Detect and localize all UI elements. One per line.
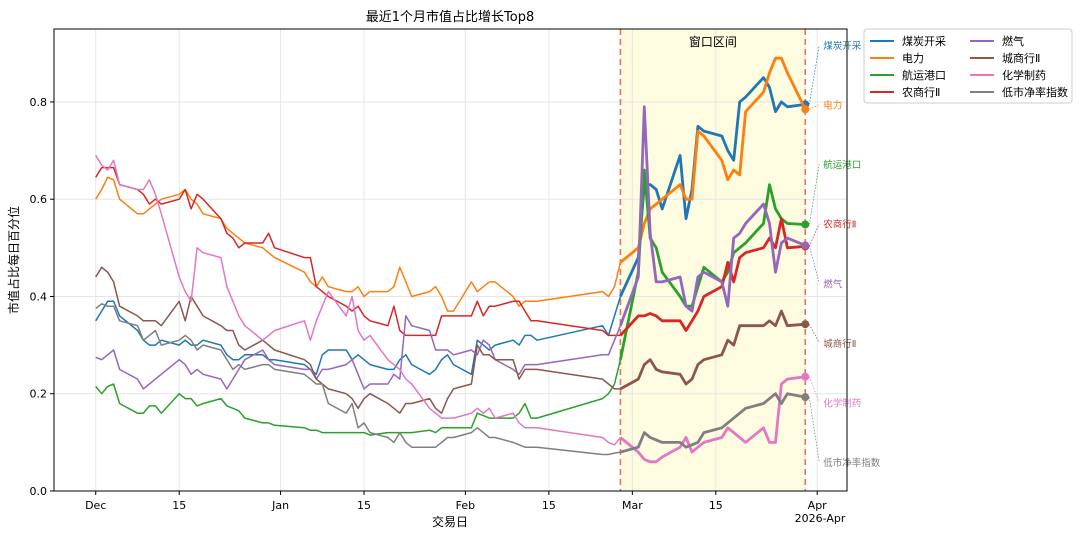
x-offset-label: 2026-Apr	[795, 512, 846, 525]
end-label-leader	[808, 397, 820, 463]
series-line-window	[619, 168, 806, 360]
series-end-marker	[801, 393, 810, 402]
series-line-window	[620, 392, 806, 454]
series-end-label: 城商行Ⅱ	[823, 338, 856, 350]
end-label-leader	[808, 245, 820, 284]
series-end-label: 航运港口	[823, 159, 861, 171]
y-tick-label: 0.0	[30, 485, 48, 498]
series-line-window	[619, 56, 807, 264]
x-tick-label: Apr	[808, 499, 828, 512]
legend-item-label: 城商行Ⅱ	[1002, 51, 1040, 65]
series-end-label: 化学制药	[823, 397, 861, 409]
series-line	[95, 296, 622, 376]
chart-title: 最近1个月市值占比增长Top8	[366, 9, 534, 25]
x-tick-label: Jan	[271, 499, 289, 512]
series-end-marker	[801, 105, 810, 114]
legend-item-label: 燃气	[1002, 34, 1024, 48]
series-end-label: 低市净率指数	[823, 457, 881, 469]
series-end-marker	[801, 241, 810, 250]
series-line	[95, 176, 622, 312]
series-line	[95, 155, 621, 446]
series-line	[95, 315, 622, 390]
series-end-marker	[801, 320, 810, 329]
end-label-leader	[808, 324, 820, 344]
series-end-label: 农商行Ⅱ	[823, 219, 856, 231]
x-axis-label: 交易日	[432, 514, 468, 529]
end-label-leader	[808, 376, 820, 403]
legend-item-label: 化学制药	[1002, 68, 1046, 82]
series-line-window	[619, 375, 806, 464]
legend-item-label: 农商行Ⅱ	[902, 85, 940, 99]
legend-item-label: 低市净率指数	[1002, 85, 1068, 99]
x-tick-label: 15	[357, 499, 371, 512]
x-tick-label: Dec	[85, 499, 106, 512]
series-end-label: 燃气	[823, 278, 843, 290]
legend-item-label: 电力	[902, 52, 924, 65]
y-tick-label: 0.6	[30, 193, 48, 206]
y-tick-label: 0.4	[30, 290, 48, 303]
series-line-window	[619, 309, 806, 391]
axes-frame	[53, 28, 848, 492]
y-tick-label: 0.2	[30, 388, 48, 401]
series-line	[95, 303, 621, 456]
window-label: 窗口区间	[689, 35, 737, 49]
series-line	[95, 266, 621, 414]
series-line	[95, 166, 621, 337]
x-tick-label: Feb	[456, 499, 475, 512]
series-line	[95, 359, 622, 436]
end-label-leader	[808, 223, 820, 247]
end-label-leader	[809, 104, 820, 110]
series-end-marker	[801, 372, 810, 381]
legend-box	[863, 28, 1073, 104]
legend-item-label: 航运港口	[902, 68, 946, 82]
x-tick-label: 15	[542, 499, 556, 512]
x-tick-label: 15	[709, 499, 723, 512]
x-tick-label: Mar	[622, 499, 643, 512]
series-end-label: 煤炭开采	[823, 40, 862, 52]
series-end-label: 电力	[823, 100, 842, 112]
series-end-marker	[801, 220, 810, 229]
series-line-window	[619, 76, 806, 298]
x-tick-label: 15	[172, 499, 186, 512]
end-label-leader	[808, 44, 820, 105]
end-label-leader	[808, 164, 820, 225]
legend-item-label: 煤炭开采	[902, 35, 946, 48]
y-axis-label: 市值占比每日百分位	[6, 206, 21, 314]
y-tick-label: 0.8	[30, 96, 48, 109]
series-line-window	[619, 105, 806, 327]
